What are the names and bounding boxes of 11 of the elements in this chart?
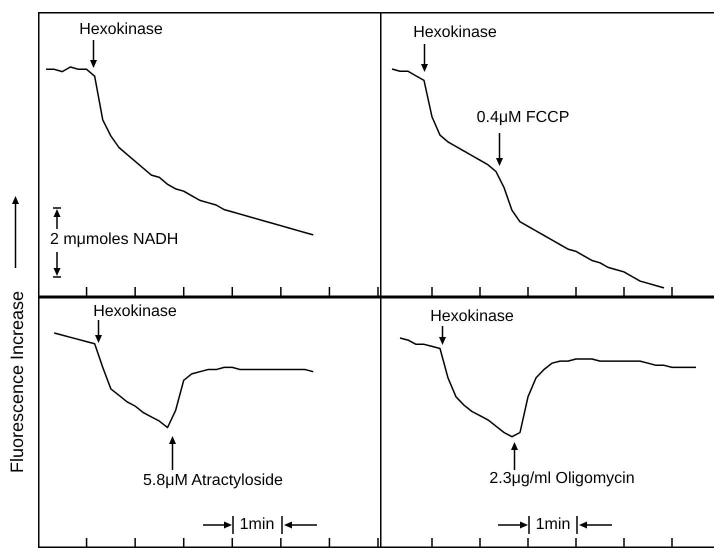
text: Hexokinase — [93, 303, 177, 320]
text: Hexokinase — [79, 21, 163, 38]
y-axis-title: Fluorescence Increase — [7, 290, 27, 474]
annotation: 2.3μg/ml Oligomycin — [489, 470, 635, 487]
annotation: 1min — [536, 516, 570, 533]
annotation: 5.8μM Atractyloside — [143, 472, 283, 489]
text: Hexokinase — [413, 24, 497, 41]
annotation: 0.4μM FCCP — [476, 109, 570, 126]
annotation: 2 mμmoles NADH — [50, 231, 178, 248]
text: Hexokinase — [430, 308, 514, 325]
annotation: 1min — [240, 516, 274, 533]
